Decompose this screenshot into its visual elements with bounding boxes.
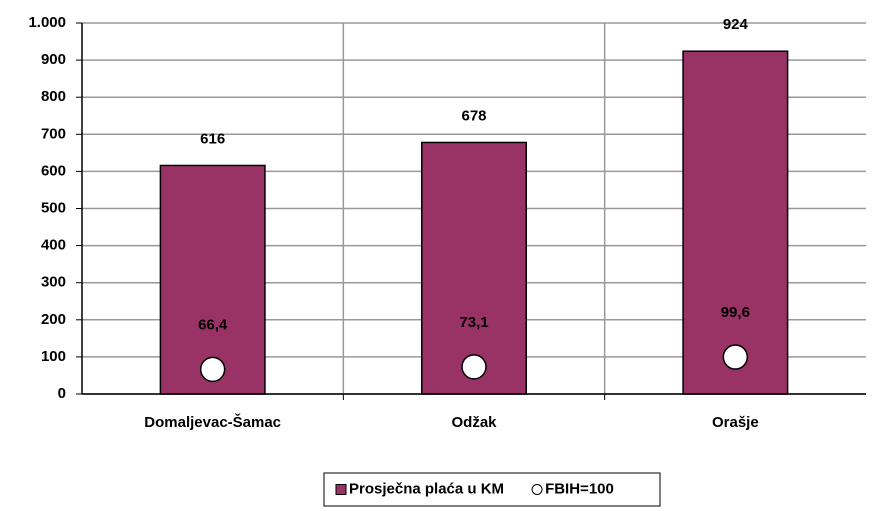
legend-label: Prosječna plaća u KM [349, 480, 504, 497]
marker [199, 356, 226, 383]
data-label: 616 [200, 130, 225, 147]
data-label: 924 [723, 16, 749, 33]
y-tick-label: 0 [58, 385, 66, 402]
data-label: 99,6 [721, 304, 750, 321]
bar [420, 141, 528, 395]
y-tick-label: 100 [41, 348, 66, 365]
y-tick-label: 900 [41, 51, 66, 68]
legend-swatch [531, 484, 543, 495]
legend-box [323, 472, 661, 507]
y-tick-label: 1.000 [28, 14, 66, 31]
marker [722, 344, 749, 370]
x-tick-label: Domaljevac-Šamac [144, 413, 281, 431]
y-tick-label: 400 [41, 237, 66, 254]
y-tick-label: 600 [41, 162, 66, 179]
x-tick-label: Odžak [451, 414, 497, 431]
legend-swatch [335, 484, 347, 495]
x-tick-label: Orašje [712, 414, 759, 431]
data-label: 678 [461, 107, 486, 124]
y-tick-label: 300 [41, 274, 66, 291]
legend-label: FBIH=100 [545, 480, 614, 497]
bar [159, 164, 266, 395]
y-tick-label: 500 [41, 199, 66, 216]
bar [682, 50, 789, 395]
data-label: 66,4 [198, 316, 228, 333]
y-tick-label: 700 [41, 125, 66, 142]
y-tick-label: 800 [41, 88, 66, 105]
y-tick-label: 200 [41, 311, 66, 328]
marker [461, 354, 487, 380]
data-label: 73,1 [459, 314, 488, 331]
